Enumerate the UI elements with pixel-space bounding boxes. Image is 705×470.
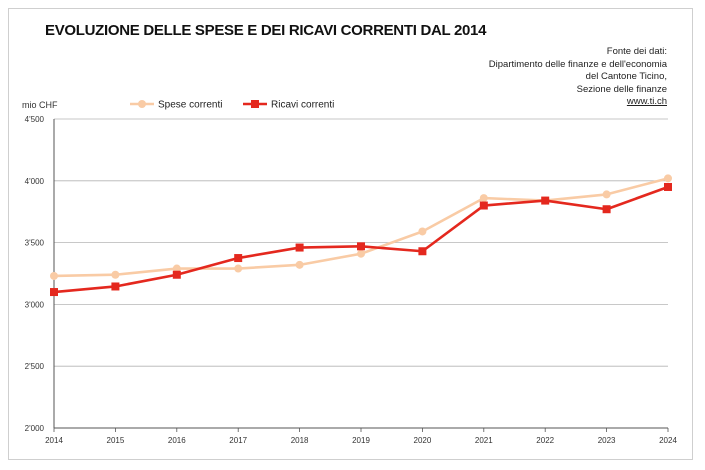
y-tick-label: 2'000 bbox=[25, 424, 45, 433]
data-point-1 bbox=[111, 270, 120, 279]
data-point-1 bbox=[602, 190, 611, 199]
data-point-2 bbox=[357, 242, 365, 251]
data-point-2 bbox=[234, 254, 243, 263]
x-tick-label: 2014 bbox=[45, 436, 63, 445]
x-tick-label: 2018 bbox=[291, 436, 309, 445]
y-tick-label: 3'500 bbox=[25, 239, 45, 248]
chart-frame bbox=[8, 8, 693, 460]
data-point-2 bbox=[172, 270, 181, 279]
y-tick-label: 4'500 bbox=[25, 115, 45, 124]
y-tick-label: 2'500 bbox=[25, 362, 45, 371]
source-link[interactable]: www.ti.ch bbox=[626, 96, 667, 107]
data-point-1 bbox=[357, 249, 365, 258]
source-line: Fonte dei dati: bbox=[606, 46, 667, 57]
chart-title: EVOLUZIONE DELLE SPESE E DEI RICAVI CORR… bbox=[45, 22, 487, 39]
x-tick-label: 2017 bbox=[229, 436, 247, 445]
source-note: Fonte dei dati: Dipartimento delle finan… bbox=[489, 46, 667, 109]
series-line-2 bbox=[53, 185, 669, 294]
data-point-2 bbox=[479, 201, 488, 210]
legend-label: Ricavi correnti bbox=[271, 100, 334, 111]
y-axis-label: mio CHF bbox=[22, 100, 58, 110]
data-point-1 bbox=[664, 174, 672, 183]
legend-label: Spese correnti bbox=[158, 100, 222, 111]
data-point-1 bbox=[418, 227, 427, 236]
x-tick-label: 2024 bbox=[659, 436, 677, 445]
source-line: Dipartimento delle finanze e dell'econom… bbox=[488, 58, 667, 70]
x-tick-label: 2015 bbox=[107, 436, 125, 445]
x-tick-label: 2022 bbox=[536, 436, 554, 445]
x-tick-label: 2019 bbox=[352, 436, 370, 445]
data-point-2 bbox=[602, 205, 611, 214]
x-tick-label: 2016 bbox=[168, 436, 186, 445]
legend-marker-2 bbox=[251, 100, 259, 108]
data-point-2 bbox=[541, 196, 550, 205]
y-tick-label: 4'000 bbox=[25, 177, 45, 186]
data-point-2 bbox=[295, 243, 304, 252]
series-line-1 bbox=[53, 177, 669, 278]
source-line: Sezione delle finanze bbox=[576, 83, 667, 95]
data-point-2 bbox=[111, 282, 120, 291]
source-line: del Cantone Ticino, bbox=[585, 71, 667, 82]
data-point-1 bbox=[295, 260, 304, 269]
data-point-1 bbox=[50, 271, 58, 280]
x-tick-label: 2021 bbox=[475, 436, 493, 445]
data-point-2 bbox=[664, 182, 672, 191]
data-point-2 bbox=[418, 247, 427, 256]
data-point-1 bbox=[479, 194, 488, 203]
y-tick-label: 3'000 bbox=[25, 300, 45, 309]
x-tick-label: 2020 bbox=[414, 436, 432, 445]
data-point-1 bbox=[234, 264, 243, 273]
data-point-2 bbox=[50, 288, 58, 297]
legend-marker-1 bbox=[138, 100, 146, 108]
x-tick-label: 2023 bbox=[598, 436, 616, 445]
data-point-1 bbox=[172, 264, 181, 273]
